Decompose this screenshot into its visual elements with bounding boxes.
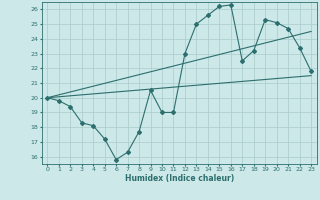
X-axis label: Humidex (Indice chaleur): Humidex (Indice chaleur): [124, 174, 234, 183]
